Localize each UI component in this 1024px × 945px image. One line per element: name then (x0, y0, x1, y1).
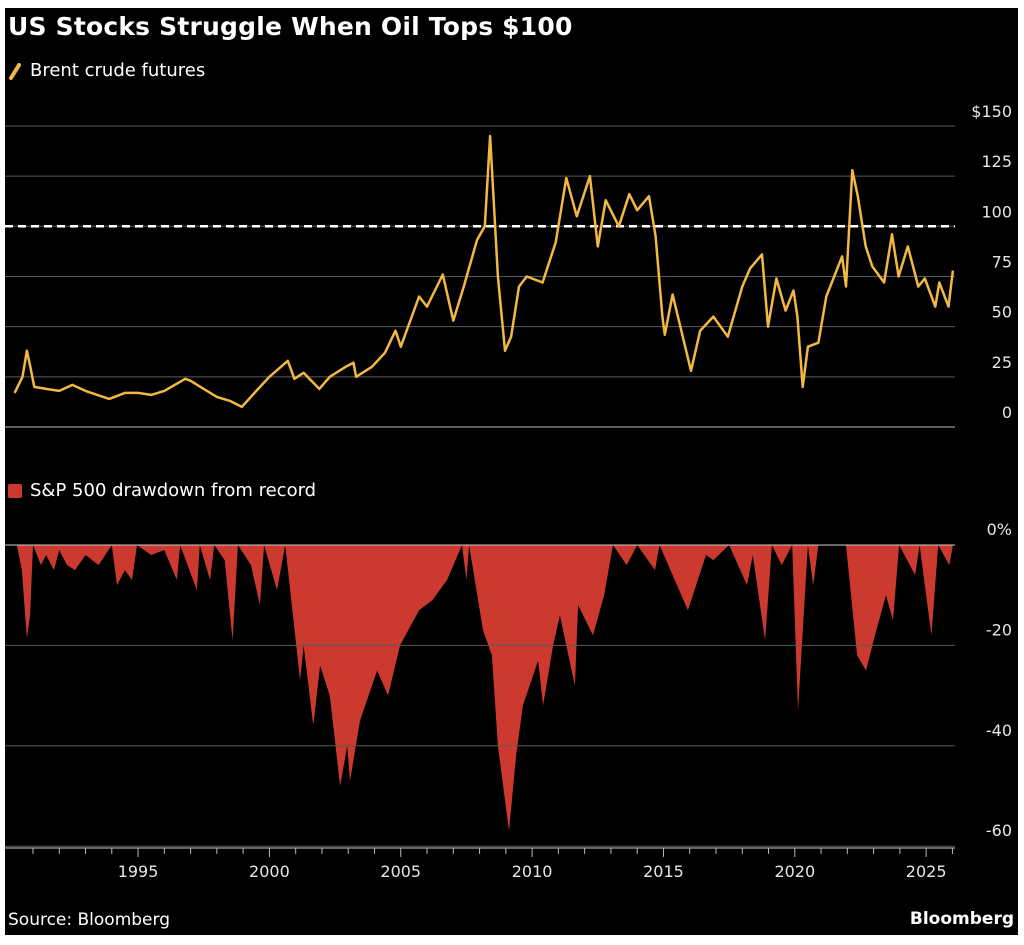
oil-y-tick-label: 75 (992, 252, 1012, 271)
x-tick-label: 2005 (380, 862, 421, 881)
drawdown-y-tick-label: -60 (986, 821, 1012, 840)
square-swatch-icon (8, 483, 22, 498)
legend-drawdown-label: S&P 500 drawdown from record (30, 480, 317, 501)
oil-y-tick-label: 125 (981, 152, 1012, 171)
x-tick-label: 1995 (118, 862, 159, 881)
oil-y-tick-label: 0 (1002, 403, 1012, 422)
oil-y-tick-label: 50 (992, 303, 1012, 322)
x-tick-label: 2015 (643, 862, 684, 881)
x-tick-label: 2025 (906, 862, 947, 881)
x-tick-label: 2000 (249, 862, 290, 881)
oil-y-tick-label: 100 (981, 202, 1012, 221)
source-note: Source: Bloomberg (8, 910, 170, 930)
drawdown-area (16, 545, 953, 832)
drawdown-y-tick-label: 0% (987, 520, 1012, 539)
chart-title: US Stocks Struggle When Oil Tops $100 (8, 12, 573, 41)
oil-y-tick-label: $150 (971, 102, 1012, 121)
brand-logo: Bloomberg (909, 909, 1014, 929)
line-swatch-icon (9, 62, 21, 80)
oil-price-line (13, 134, 955, 409)
legend-drawdown: S&P 500 drawdown from record (8, 480, 316, 501)
drawdown-y-tick-label: -40 (986, 721, 1012, 740)
x-tick-label: 2010 (512, 862, 553, 881)
drawdown-y-tick-label: -20 (986, 620, 1012, 639)
oil-y-tick-label: 25 (992, 353, 1012, 372)
x-tick-label: 2020 (774, 862, 815, 881)
legend-oil: Brent crude futures (8, 60, 205, 81)
legend-oil-label: Brent crude futures (30, 60, 206, 81)
